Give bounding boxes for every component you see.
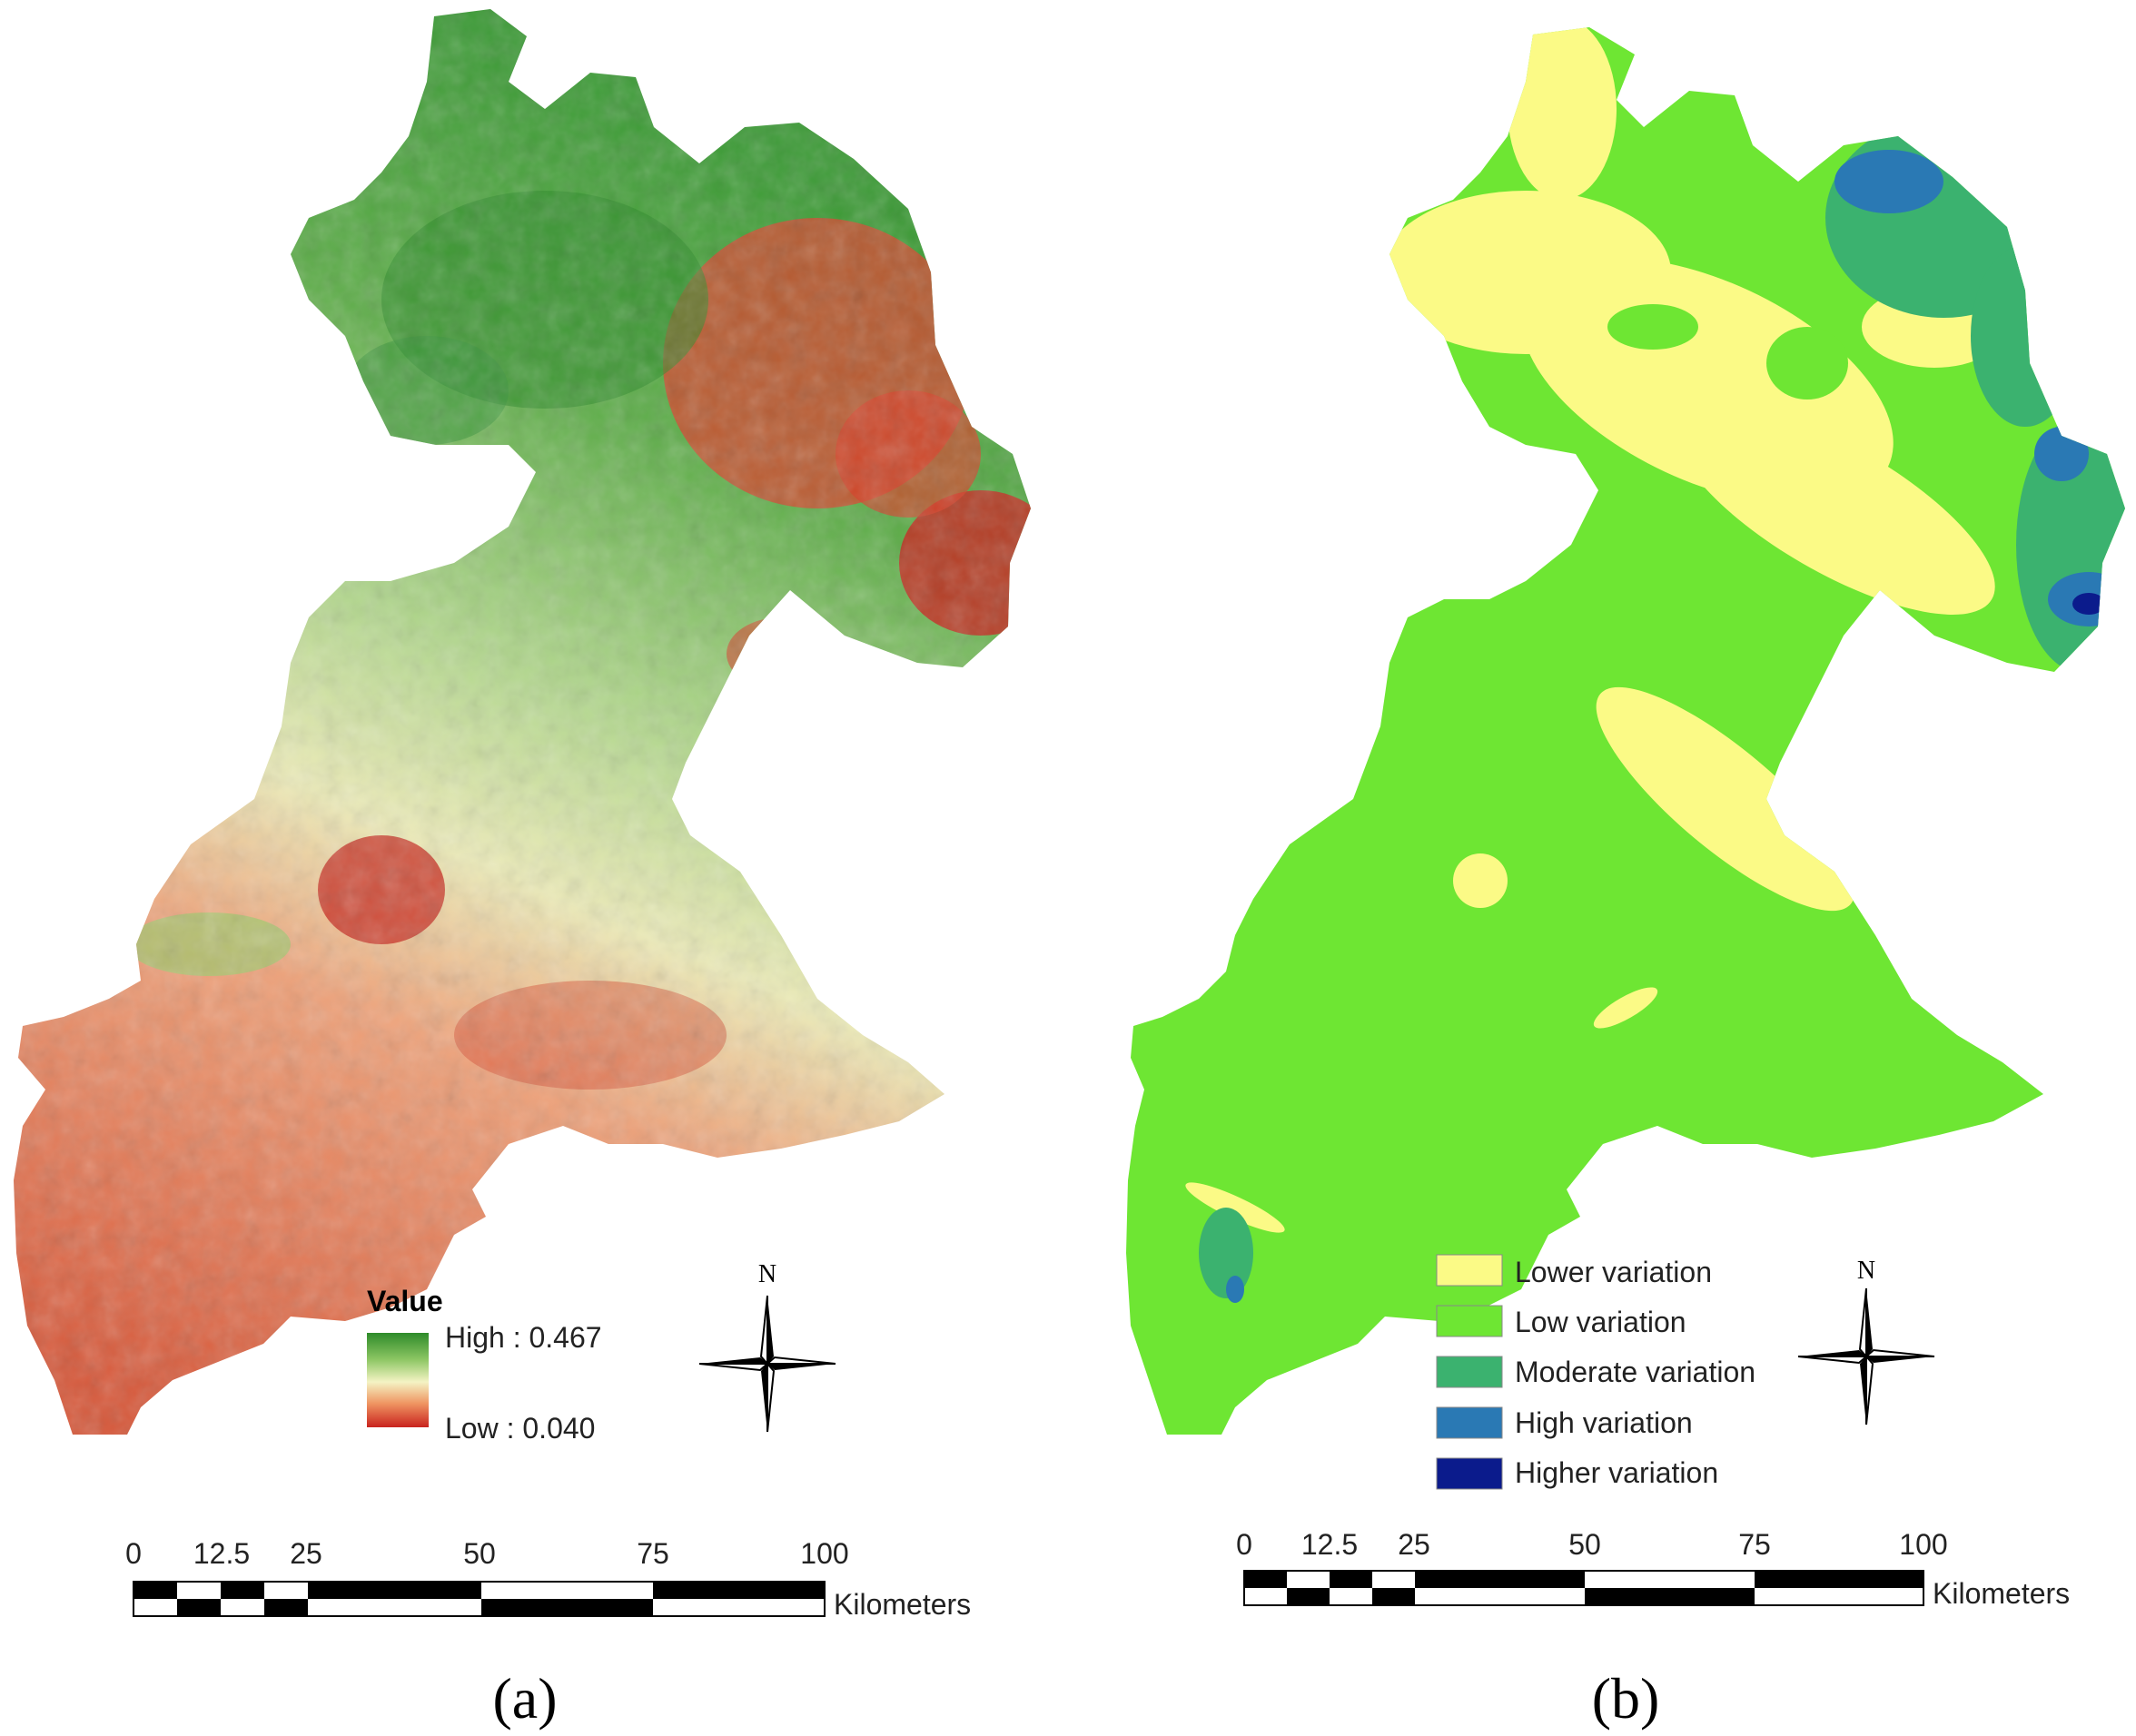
scale-tick-12-5: 12.5 [1301, 1528, 1358, 1561]
north-label-a: N [758, 1260, 776, 1288]
scale-tick-50: 50 [463, 1537, 496, 1570]
scale-tick-50: 50 [1568, 1528, 1601, 1561]
legend-a-title: Value [367, 1285, 443, 1317]
legend-b-label-lower: Lower variation [1515, 1256, 1712, 1288]
legend-a-color-ramp [367, 1333, 429, 1427]
legend-b-label-moderate: Moderate variation [1515, 1356, 1755, 1388]
scale-tick-0: 0 [125, 1537, 142, 1570]
panel-b: Lower variation Low variation Moderate v… [1126, 27, 2125, 1731]
legend-a-low-label: Low : 0.040 [445, 1412, 595, 1445]
legend-b-label-low: Low variation [1515, 1306, 1686, 1338]
compass-star-icon [1797, 1287, 1935, 1425]
scale-unit-a: Kilometers [834, 1588, 971, 1621]
north-label-b: N [1857, 1257, 1875, 1285]
scale-bar-a: 0 12.5 25 50 75 100 Kilometers [125, 1537, 971, 1621]
scale-tick-100: 100 [1899, 1528, 1947, 1561]
scale-tick-12-5: 12.5 [193, 1537, 250, 1570]
panel-a: Value High : 0.467 Low : 0.040 N 0 12.5 [14, 9, 1031, 1731]
legend-b-swatch-moderate [1436, 1356, 1503, 1388]
scale-tick-75: 75 [637, 1537, 669, 1570]
value-raster-map [14, 9, 1031, 1435]
legend-b-swatch-higher [1436, 1457, 1503, 1490]
legend-a: Value High : 0.467 Low : 0.040 [367, 1285, 602, 1445]
scale-unit-b: Kilometers [1933, 1577, 2070, 1610]
north-arrow-a: N [698, 1260, 836, 1433]
north-arrow-b: N [1797, 1257, 1935, 1425]
scale-tick-0: 0 [1236, 1528, 1252, 1561]
scale-tick-100: 100 [800, 1537, 848, 1570]
scale-bar-b: 0 12.5 25 50 75 100 Kilometers [1236, 1528, 2070, 1610]
legend-b: Lower variation Low variation Moderate v… [1436, 1254, 1755, 1490]
variation-class-map [1126, 27, 2125, 1435]
scale-tick-75: 75 [1738, 1528, 1771, 1561]
caption-b: (b) [1592, 1666, 1660, 1731]
scale-tick-25: 25 [290, 1537, 322, 1570]
legend-b-swatch-lower [1436, 1254, 1503, 1287]
legend-b-label-higher: Higher variation [1515, 1456, 1718, 1489]
scale-bar-graphic [133, 1581, 826, 1617]
scale-tick-25: 25 [1398, 1528, 1430, 1561]
legend-b-label-high: High variation [1515, 1406, 1693, 1439]
legend-b-swatch-high [1436, 1406, 1503, 1439]
compass-star-icon [698, 1295, 836, 1433]
legend-b-swatch-low [1436, 1305, 1503, 1337]
caption-a: (a) [492, 1666, 557, 1731]
scale-bar-graphic [1243, 1570, 1924, 1606]
legend-a-high-label: High : 0.467 [445, 1321, 602, 1354]
